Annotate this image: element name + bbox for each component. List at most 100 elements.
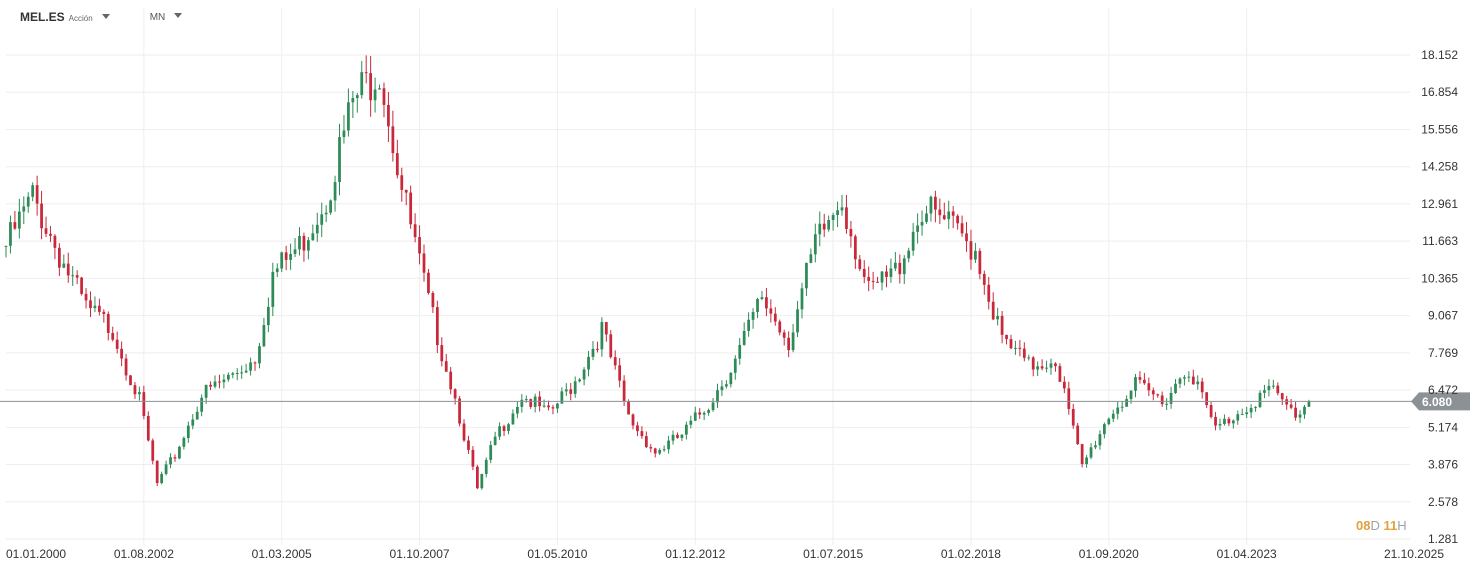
candle-body <box>1085 457 1088 465</box>
chevron-down-icon[interactable] <box>174 12 183 18</box>
countdown-day-unit: D <box>1370 518 1380 533</box>
candle-body <box>1147 383 1151 391</box>
candle <box>1062 376 1066 394</box>
candle <box>604 321 608 342</box>
candle-body <box>1040 366 1044 369</box>
candle-body <box>1160 395 1164 405</box>
x-tick-label: 01.09.2020 <box>1079 547 1139 561</box>
candle-body <box>13 222 17 229</box>
candle-body <box>75 275 79 278</box>
candle-body <box>418 237 421 254</box>
candle <box>395 139 399 179</box>
candle <box>4 245 8 258</box>
candle <box>1231 419 1235 429</box>
candle-body <box>573 381 577 394</box>
candle <box>702 411 706 421</box>
candle <box>649 444 653 453</box>
candle-body <box>195 411 199 420</box>
candle-body <box>1022 348 1026 358</box>
candle-body <box>698 412 702 415</box>
candle-body <box>756 298 759 313</box>
candle-body <box>747 319 751 331</box>
candle <box>1054 362 1057 372</box>
candle <box>680 434 684 441</box>
candle-body <box>1280 393 1284 400</box>
candle-body <box>66 263 70 276</box>
candle <box>502 424 506 437</box>
candle <box>622 375 626 406</box>
candle-body <box>893 262 897 269</box>
candle-body <box>1094 445 1097 448</box>
candle-body <box>564 389 568 392</box>
last-price-tag <box>1411 392 1470 411</box>
candle <box>1014 340 1017 355</box>
candle-body <box>427 272 430 293</box>
candle <box>89 291 92 318</box>
candle <box>667 435 670 454</box>
y-tick-label: 15.556 <box>1421 122 1458 136</box>
candle-body <box>244 370 248 373</box>
candle-body <box>969 241 973 260</box>
y-tick-label: 7.769 <box>1428 346 1458 360</box>
candle <box>711 397 715 412</box>
candle-body <box>382 88 386 105</box>
candle-body <box>729 372 733 385</box>
candle-body <box>22 206 26 212</box>
candle-body <box>311 233 315 241</box>
candle <box>765 287 768 317</box>
candle-body <box>831 215 835 220</box>
candle-body <box>520 399 524 407</box>
candle <box>222 374 226 389</box>
candle-body <box>133 385 137 395</box>
interval-selector[interactable]: MN <box>150 12 183 23</box>
candle <box>17 198 21 239</box>
candle-body <box>582 369 586 380</box>
candle <box>1111 409 1115 423</box>
candle <box>653 447 657 458</box>
x-tick-label: 01.02.2018 <box>941 547 1001 561</box>
candle <box>969 229 973 270</box>
candle <box>462 419 466 442</box>
candle-body <box>1000 315 1004 335</box>
candle <box>373 77 377 113</box>
candle <box>155 460 159 487</box>
candle-body <box>1249 408 1253 413</box>
chart-grid <box>6 8 1410 545</box>
candle <box>93 296 97 313</box>
candle-body <box>471 449 475 467</box>
candle <box>609 330 613 359</box>
candle-body <box>302 235 306 251</box>
candle <box>600 317 604 357</box>
candle <box>698 408 702 420</box>
candle-body <box>369 73 373 101</box>
candle-body <box>453 389 457 399</box>
chevron-down-icon[interactable] <box>101 14 110 19</box>
candle <box>191 414 195 430</box>
symbol-selector[interactable]: MEL.ES Acción <box>20 10 110 24</box>
candle <box>911 223 915 256</box>
candle-body <box>266 306 270 326</box>
candle-body <box>858 259 862 269</box>
candle <box>249 357 252 376</box>
candle-body <box>1111 413 1115 419</box>
candle-body <box>627 401 630 415</box>
y-tick-label: 14.258 <box>1421 160 1458 174</box>
candle <box>516 401 519 419</box>
candle-body <box>951 211 955 216</box>
candle <box>934 190 937 223</box>
candle-body <box>404 189 408 193</box>
candle <box>493 431 497 446</box>
candle-body <box>422 253 426 273</box>
candle-body <box>218 381 221 383</box>
candle <box>218 374 221 389</box>
candle-body <box>1236 414 1240 421</box>
candle <box>1200 377 1204 399</box>
candle <box>805 262 808 297</box>
candle <box>756 297 759 319</box>
candle <box>1289 399 1293 410</box>
candle-body <box>796 309 799 333</box>
candle <box>1254 406 1257 412</box>
candle <box>707 408 710 416</box>
candle-body <box>742 330 746 345</box>
